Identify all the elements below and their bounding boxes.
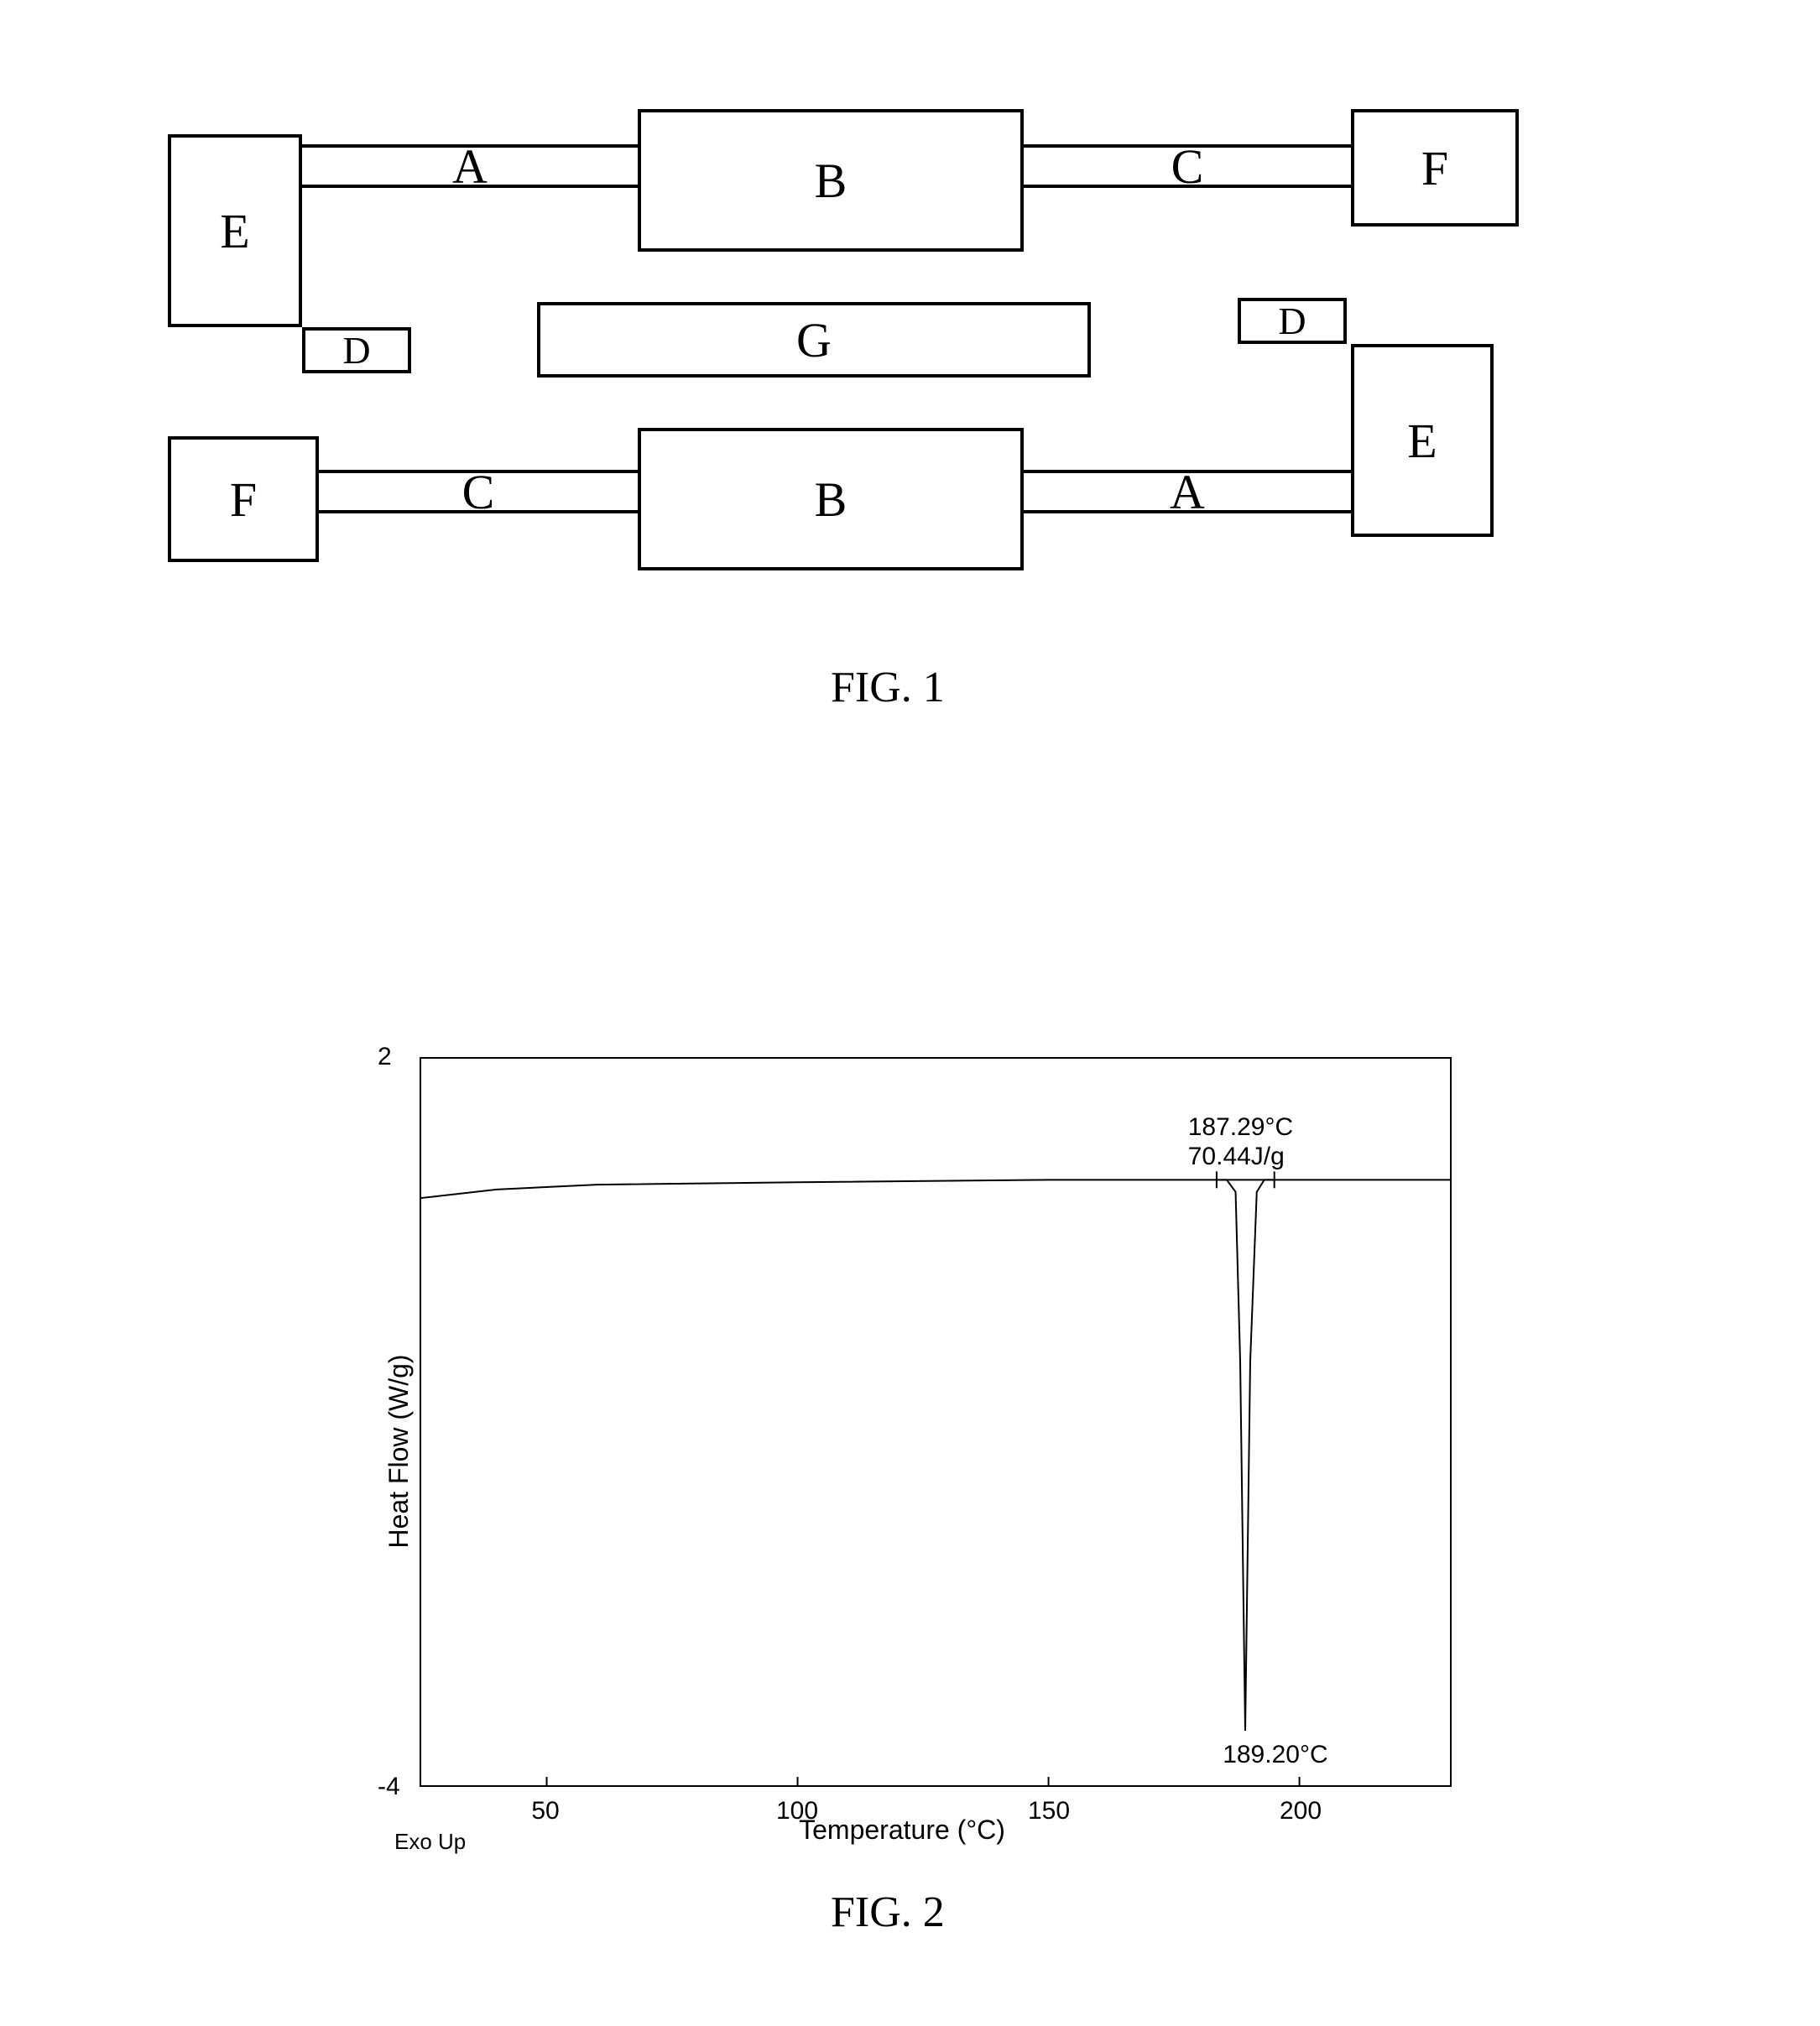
ytick-label: 2 [378,1043,392,1071]
block-label: F [230,471,257,528]
xtick-label: 200 [1280,1797,1322,1825]
xtick-label: 150 [1028,1797,1070,1825]
y-axis-label: Heat Flow (W/g) [383,1354,415,1548]
block-label: C [462,464,495,520]
connector-C-bot: C [319,470,638,513]
block-label: F [1421,140,1448,196]
block-B-top: B [638,109,1024,252]
peak-annotation: 189.20°C [1223,1741,1327,1770]
ytick-label: -4 [378,1773,400,1801]
block-D-right: D [1238,298,1347,344]
tick-text: 2 [378,1043,392,1070]
connector-C-top: C [1024,144,1351,188]
block-label: C [1171,138,1204,195]
block-label: B [815,153,847,209]
block-label: E [1407,413,1437,469]
block-label: A [452,138,488,195]
tick-text: -4 [378,1773,400,1800]
connector-A-bot: A [1024,470,1351,513]
block-label: D [342,328,370,372]
tick-text: 150 [1028,1797,1070,1825]
plot-area: 187.29°C70.44J/g 189.20°C [420,1057,1452,1787]
figure-2-dsc-chart: Heat Flow (W/g) 2 -4 187.29°C70.44J/g 18… [319,1040,1485,1862]
block-E-bot: E [1351,344,1494,537]
block-label: G [796,312,832,368]
tick-text: 200 [1280,1797,1322,1825]
tick-text: 50 [531,1797,559,1825]
block-E-top: E [168,134,302,327]
exo-up-note: Exo Up [394,1829,466,1855]
x-axis-label: Temperature (°C) [799,1815,1005,1846]
figure-1-caption: FIG. 1 [831,663,945,712]
dsc-trace-svg [421,1059,1450,1785]
block-G: G [537,302,1091,378]
figure-2-caption: FIG. 2 [831,1888,945,1937]
block-label: D [1278,299,1306,343]
block-D-left: D [302,327,411,373]
connector-A-top: A [302,144,638,188]
block-B-bot: B [638,428,1024,570]
figure-1-block-diagram: E A B C F D G D E F C B A [168,109,1653,579]
block-label: B [815,471,847,528]
block-label: A [1170,464,1205,520]
block-F-top: F [1351,109,1519,227]
block-F-bot: F [168,436,319,562]
xtick-label: 50 [531,1797,559,1825]
block-label: E [220,203,249,259]
onset-annotation: 187.29°C70.44J/g [1188,1113,1293,1171]
